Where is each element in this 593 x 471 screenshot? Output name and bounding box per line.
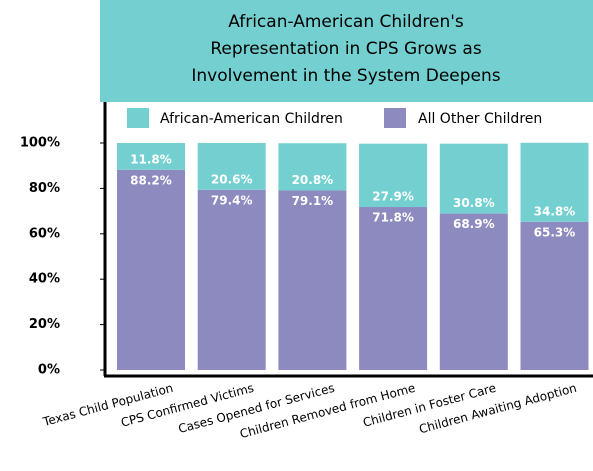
bar-segment [359,207,428,370]
value-label: 79.1% [292,194,334,208]
chart-title: African-American Children's [228,12,464,32]
value-label: 30.8% [453,196,495,210]
title-box [100,0,593,102]
value-label: 88.2% [130,173,172,187]
y-tick-label: 0% [38,363,60,378]
bar-segment [439,143,508,214]
bar-segment [359,143,428,208]
value-label: 34.8% [534,204,576,218]
value-label: 11.8% [130,152,172,166]
bar-segment [278,190,347,370]
value-label: 68.9% [453,217,495,231]
y-tick-label: 100% [20,136,60,151]
legend-label: African-American Children [160,111,343,127]
legend-swatch [127,108,149,128]
bar-segment [197,143,266,190]
y-tick-label: 20% [29,317,60,332]
legend-label: All Other Children [418,111,542,127]
x-tick-label: Texas Child Population [41,381,175,429]
value-label: 65.3% [534,225,576,239]
bar-segment [520,221,589,370]
bar-segment [117,143,185,170]
value-label: 20.6% [211,172,253,186]
chart-title: Involvement in the System Deepens [191,66,500,86]
bar-segment [439,213,508,370]
y-tick-label: 60% [29,226,60,241]
y-tick-label: 40% [29,272,60,287]
value-label: 79.4% [211,193,253,207]
bar-segment [520,142,589,222]
bar-segment [117,169,185,370]
bar-segment [278,143,347,191]
y-tick-label: 80% [29,181,60,196]
bar-segment [197,189,266,370]
legend-swatch [384,108,406,128]
value-label: 27.9% [372,190,414,204]
chart-title: Representation in CPS Grows as [210,39,482,59]
value-label: 71.8% [372,211,414,225]
value-label: 20.8% [292,173,334,187]
